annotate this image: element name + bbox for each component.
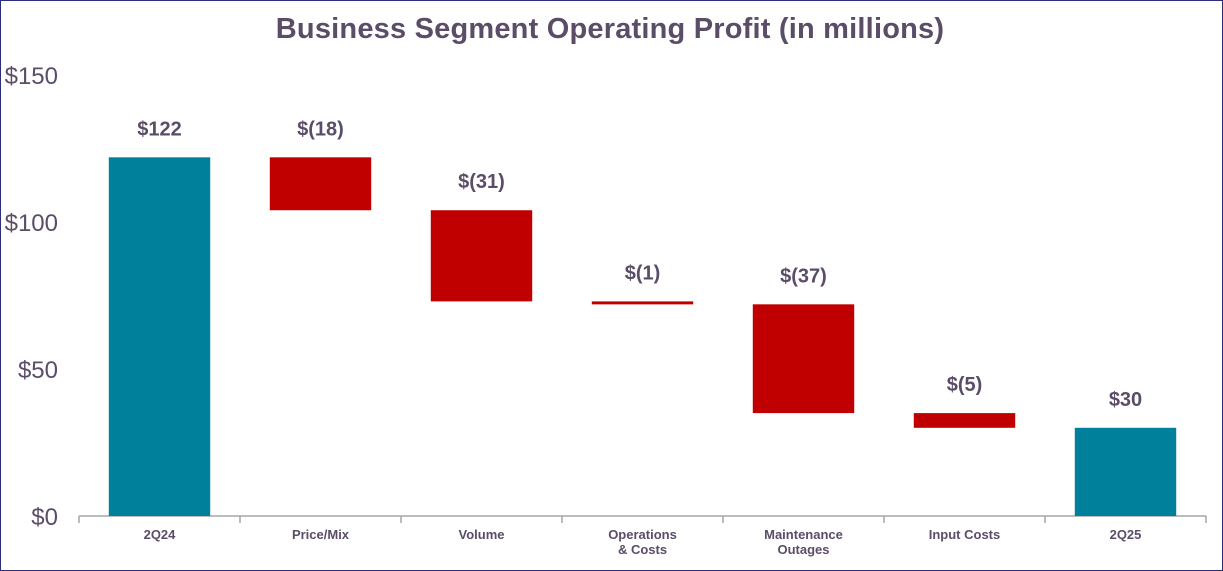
x-tick-label: Outages <box>777 542 829 557</box>
data-label: $122 <box>137 118 182 140</box>
y-tick-label: $100 <box>5 210 58 237</box>
x-tick-label: Operations <box>608 527 677 542</box>
x-tick-label: & Costs <box>618 542 667 557</box>
data-label: $(18) <box>297 118 344 140</box>
bar-maintenance-outages <box>752 304 855 414</box>
x-tick-label: Maintenance <box>764 527 843 542</box>
x-axis: 2Q24 Price/Mix Volume Operations& Costs Main… <box>78 515 1207 557</box>
bar-input-costs <box>913 413 1016 428</box>
x-tick-label: 2Q25 <box>1110 527 1142 542</box>
y-tick-label: $150 <box>5 63 58 90</box>
data-label: $(31) <box>458 171 505 193</box>
data-label: $(37) <box>780 265 827 287</box>
y-tick-label: $0 <box>31 504 58 531</box>
bar-2q25 <box>1074 427 1177 516</box>
x-tick-label: Price/Mix <box>292 527 350 542</box>
data-label: $(1) <box>625 262 661 284</box>
data-label: $30 <box>1109 389 1142 411</box>
bar-price-mix <box>269 157 372 211</box>
x-tick-label: Input Costs <box>929 527 1001 542</box>
chart-title: Business Segment Operating Profit (in mi… <box>275 13 945 45</box>
data-label: $(5) <box>947 374 983 396</box>
x-tick-label: 2Q24 <box>144 527 177 542</box>
y-tick-label: $50 <box>18 357 58 384</box>
bar-operations-costs <box>591 301 694 305</box>
bar-2q24 <box>108 157 211 516</box>
bar-volume <box>430 210 533 302</box>
y-axis: $0 $50 $100 $150 <box>5 63 58 531</box>
data-labels: $122 $(18) $(31) $(1) $(37) $(5) $30 <box>137 118 1142 410</box>
x-tick-label: Volume <box>459 527 505 542</box>
bars <box>108 157 1177 516</box>
